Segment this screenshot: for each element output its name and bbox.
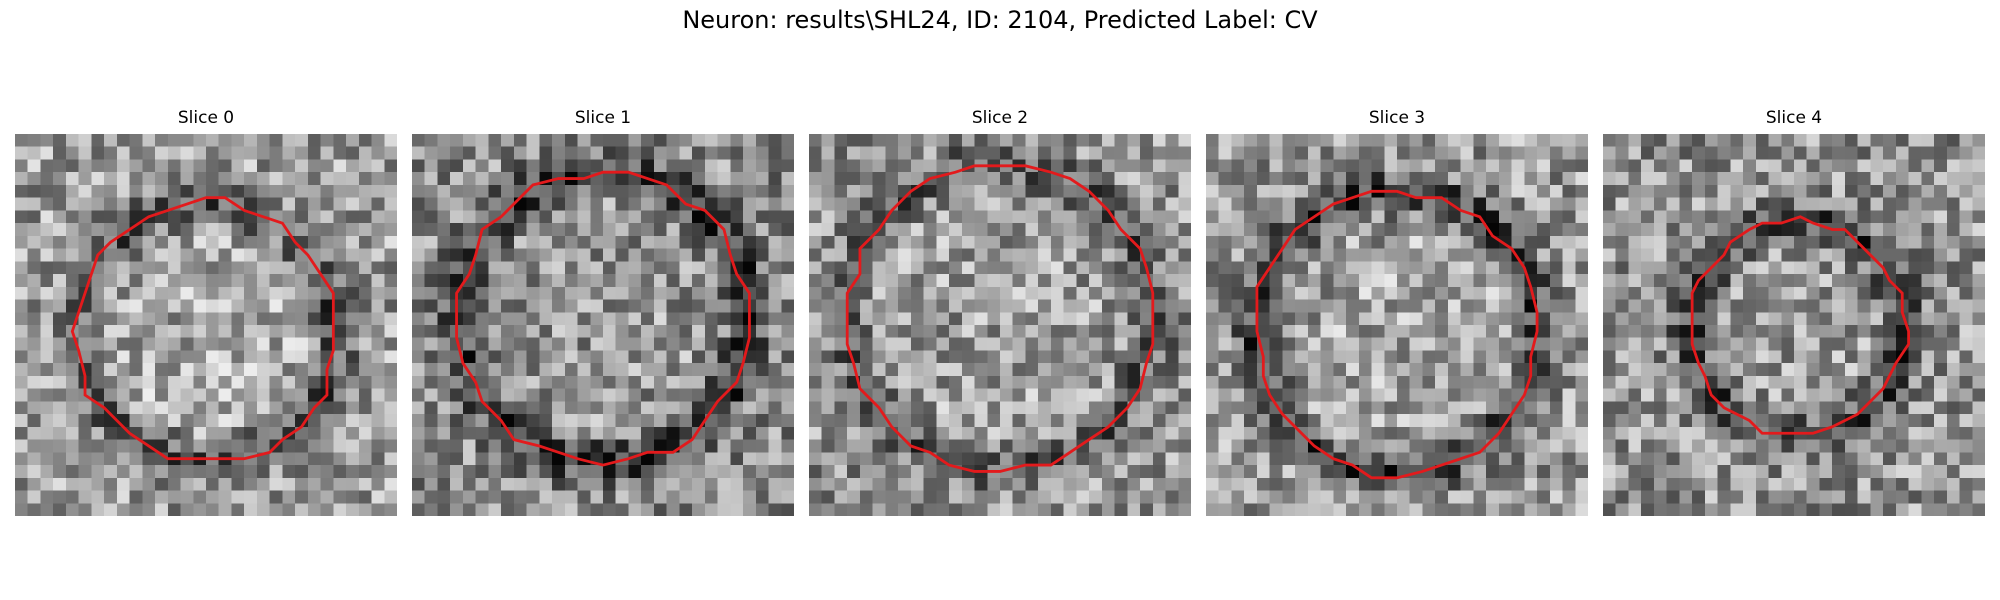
slice-panel-1: Slice 1 — [412, 106, 794, 516]
slice-image — [809, 134, 1191, 516]
slice-title: Slice 0 — [177, 108, 235, 128]
slice-title: Slice 1 — [574, 108, 632, 128]
contour-outline — [1690, 215, 1911, 435]
contour-outline — [70, 196, 335, 461]
contour-outline — [845, 164, 1155, 473]
cell-contour — [845, 164, 1155, 473]
slice-title: Slice 3 — [1368, 108, 1426, 128]
slice-panel-2: Slice 2 — [809, 106, 1191, 516]
contour-outline — [455, 170, 751, 467]
cell-contour — [1255, 189, 1539, 480]
contour-outline — [1255, 189, 1539, 480]
slice-panel-4: Slice 4 — [1603, 106, 1985, 516]
slice-title: Slice 4 — [1765, 108, 1823, 128]
slice-image — [1206, 134, 1588, 516]
slice-panel-0: Slice 0 — [15, 106, 397, 516]
cell-contour — [455, 170, 751, 467]
slice-panel-3: Slice 3 — [1206, 106, 1588, 516]
cell-contour — [70, 196, 335, 461]
slice-image — [412, 134, 794, 516]
slice-title: Slice 2 — [971, 108, 1029, 128]
slice-image — [1603, 134, 1985, 516]
cell-contour — [1690, 215, 1911, 435]
figure-title: Neuron: results\SHL24, ID: 2104, Predict… — [682, 6, 1318, 34]
